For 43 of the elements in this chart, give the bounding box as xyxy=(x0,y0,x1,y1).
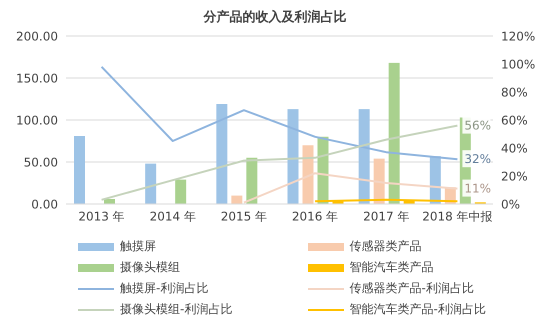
x-tick-label: 2016 年 xyxy=(292,210,338,224)
y-tick-label: 150.00 xyxy=(16,71,58,86)
data-label: 11% xyxy=(464,182,492,196)
bar xyxy=(216,104,228,204)
bar xyxy=(288,109,298,204)
y-tick-label: 100.00 xyxy=(16,113,58,128)
legend-label: 传感器类产品-利润占比 xyxy=(350,280,474,297)
bar xyxy=(358,109,370,204)
bar xyxy=(74,136,85,204)
line-series xyxy=(100,66,458,160)
bar xyxy=(302,145,314,204)
y2-tick-label: 120% xyxy=(501,29,536,44)
bar xyxy=(145,164,156,204)
x-tick-label: 2015 年 xyxy=(220,210,268,224)
y2-tick-label: 0% xyxy=(501,197,520,212)
legend-label: 智能汽车类产品-利润占比 xyxy=(350,301,486,318)
line-series xyxy=(242,172,458,204)
x-tick-label: 2013 年 xyxy=(78,210,125,224)
bar xyxy=(374,158,385,204)
y-tick-label: 50.00 xyxy=(24,155,58,170)
y2-tick-label: 100% xyxy=(501,57,536,72)
y2-tick-label: 60% xyxy=(501,113,528,128)
legend-label: 智能汽车类产品 xyxy=(350,259,434,276)
y-tick-label: 0.00 xyxy=(31,197,58,212)
bar xyxy=(388,62,400,204)
y-tick-label: 200.00 xyxy=(16,29,58,44)
bar xyxy=(175,180,186,204)
bar xyxy=(231,196,242,204)
data-label: 32% xyxy=(464,152,492,166)
data-label: 56% xyxy=(464,118,492,133)
legend-label: 传感器类产品 xyxy=(350,238,422,255)
legend-label: 触摸屏 xyxy=(120,238,156,255)
x-tick-label: 2018 年中报 xyxy=(422,210,493,224)
line-series xyxy=(100,124,458,201)
legend-label: 摄像头模组 xyxy=(120,259,180,276)
legend-label: 触摸屏-利润占比 xyxy=(120,280,208,297)
chart-title: 分产品的收入及利润占比 xyxy=(202,8,348,26)
x-tick-label: 2017 年 xyxy=(363,210,410,224)
x-tick-label: 2014 年 xyxy=(150,210,196,224)
y2-tick-label: 40% xyxy=(501,141,528,156)
y2-tick-label: 20% xyxy=(501,169,528,184)
legend-label: 摄像头模组-利润占比 xyxy=(120,301,232,318)
y2-tick-label: 80% xyxy=(501,85,528,100)
